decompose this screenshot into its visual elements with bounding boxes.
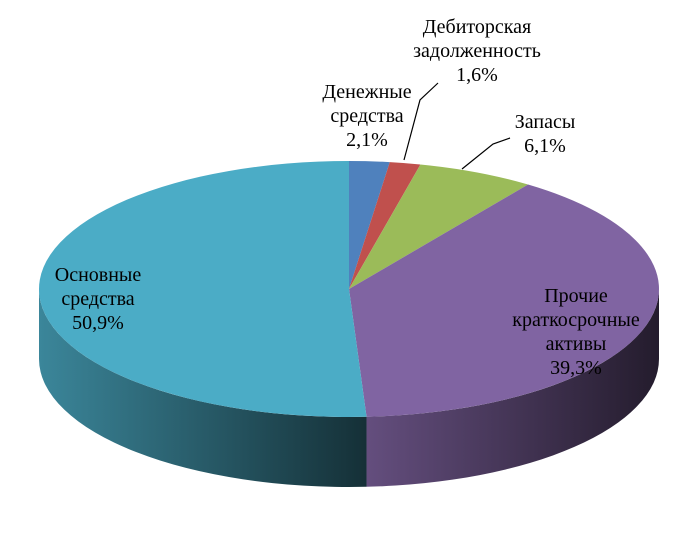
- pie-side-3: [366, 289, 659, 487]
- slice-name-line: Дебиторская: [423, 16, 532, 38]
- pie-slice-3: [349, 184, 659, 417]
- slice-name-line: краткосрочные: [512, 309, 640, 331]
- slice-name-line: средства: [61, 288, 134, 310]
- slice-label-4: Основные средства 50,9%: [55, 264, 142, 334]
- pie-slice-1: [349, 162, 421, 289]
- slice-value-2: 6,1%: [524, 135, 566, 157]
- slice-label-0: Денежные средства 2,1%: [322, 81, 411, 151]
- pie-side-4: [39, 289, 367, 487]
- slice-name-line: средства: [330, 105, 403, 127]
- leader-line-2: [461, 137, 511, 170]
- slice-value-3: 39,3%: [550, 357, 602, 379]
- slice-name-line: Основные: [55, 264, 142, 286]
- leader-line-1: [403, 82, 439, 161]
- slice-value-0: 2,1%: [346, 129, 388, 151]
- slice-name-line: Денежные: [322, 81, 411, 103]
- slice-label-1: Дебиторская задолженность 1,6%: [413, 16, 541, 86]
- slice-name-line: Запасы: [515, 111, 576, 133]
- pie-slice-4: [39, 161, 367, 417]
- pie-slice-2: [349, 164, 529, 289]
- slice-value-4: 50,9%: [72, 312, 124, 334]
- slice-name-line: Прочие: [544, 285, 608, 307]
- slice-value-1: 1,6%: [456, 64, 498, 86]
- slice-name-line: активы: [546, 333, 607, 355]
- slice-name-line: задолженность: [413, 40, 541, 62]
- slice-label-2: Запасы 6,1%: [515, 111, 576, 157]
- slice-label-3: Прочие краткосрочные активы 39,3%: [512, 285, 640, 379]
- pie-slice-0: [349, 161, 390, 289]
